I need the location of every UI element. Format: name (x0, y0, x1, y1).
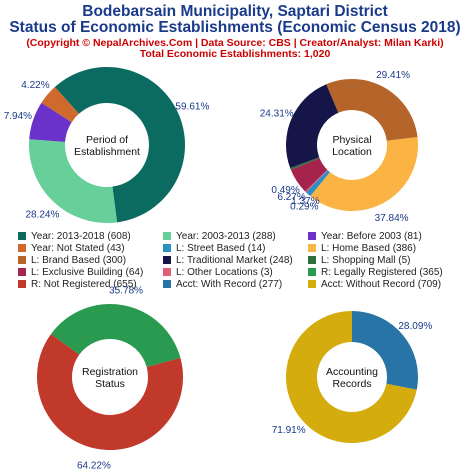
legend-item: R: Not Registered (655) (18, 279, 137, 291)
legend-item: Year: 2003-2013 (288) (163, 231, 276, 243)
legend-swatch (18, 280, 26, 288)
pie-slice (50, 304, 181, 368)
legend-label: Acct: With Record (277) (176, 279, 283, 290)
pie-slice (54, 67, 185, 223)
legend-swatch (18, 232, 26, 240)
legend-label: R: Legally Registered (365) (321, 267, 443, 278)
pie-data-label: 1.37% (291, 196, 319, 207)
legend-label: Year: Not Stated (43) (31, 243, 125, 254)
legend-swatch (163, 232, 171, 240)
pie-data-label: 28.24% (25, 209, 59, 220)
donut-hole (317, 110, 387, 180)
pie-center-title: Establishment (74, 146, 140, 158)
legend-item: Year: 2013-2018 (608) (18, 231, 131, 243)
legend-item: L: Home Based (386) (308, 243, 416, 255)
legend-swatch (163, 268, 171, 276)
legend-swatch (308, 244, 316, 252)
legend-item: Acct: With Record (277) (163, 279, 282, 291)
legend-label: L: Home Based (386) (321, 243, 417, 254)
pie-data-label: 0.29% (290, 201, 318, 212)
legend-item: Year: Not Stated (43) (18, 243, 125, 255)
total-establishments: Total Economic Establishments: 1,020 (139, 48, 331, 60)
pie-center-title: Records (332, 378, 371, 390)
legend-swatch (163, 244, 171, 252)
pie-center-title: Status (95, 378, 125, 390)
pie-slice (29, 139, 118, 223)
pie-slice (290, 158, 328, 192)
pie-slice (310, 136, 419, 212)
pie-slice (29, 102, 72, 142)
legend-item: R: Legally Registered (365) (308, 267, 443, 279)
chart-title-line2: Status of Economic Establishments (Econo… (9, 19, 461, 36)
pie-data-label: 6.27% (277, 192, 305, 203)
legend-swatch (308, 256, 316, 264)
legend-label: Year: Before 2003 (81) (321, 231, 422, 242)
copyright-note: (Copyright © NepalArchives.Com | Data So… (26, 37, 444, 49)
chart-title: Bodebarsain Municipality, Saptari Distri… (82, 3, 388, 20)
legend-swatch (18, 268, 26, 276)
legend-item: L: Exclusive Building (64) (18, 267, 143, 279)
pie-slice (286, 311, 417, 444)
legend-item: L: Traditional Market (248) (163, 255, 293, 267)
legend-label: L: Shopping Mall (5) (321, 255, 411, 266)
legend-swatch (308, 232, 316, 240)
legend-label: L: Exclusive Building (64) (31, 267, 144, 278)
pie-data-label: 24.31% (260, 108, 294, 119)
pie-data-label: 7.94% (4, 111, 32, 122)
pie-data-label: 0.49% (271, 185, 299, 196)
legend-label: R: Not Registered (655) (31, 279, 137, 290)
legend-swatch (163, 280, 171, 288)
pie-center-title: Registration (82, 366, 138, 378)
legend-label: Year: 2013-2018 (608) (31, 231, 131, 242)
pie-data-label: 28.09% (398, 321, 432, 332)
legend-swatch (163, 256, 171, 264)
pie-slice (41, 87, 79, 123)
legend-label: L: Traditional Market (248) (176, 255, 293, 266)
legend-swatch (308, 268, 316, 276)
legend-label: L: Brand Based (300) (31, 255, 127, 266)
pie-slice (306, 170, 330, 197)
legend-label: Acct: Without Record (709) (321, 279, 442, 290)
legend-label: L: Other Locations (3) (176, 267, 273, 278)
pie-center-title: Period of (86, 134, 128, 146)
legend-swatch (18, 256, 26, 264)
pie-data-label: 37.84% (375, 213, 409, 224)
pie-slice (326, 78, 418, 141)
pie-slice (285, 84, 339, 169)
legend-label: Year: 2003-2013 (288) (176, 231, 276, 242)
pie-slice (290, 157, 320, 170)
donut-hole (72, 339, 148, 415)
donut-hole (317, 342, 387, 412)
pie-slice (36, 334, 184, 450)
legend-swatch (18, 244, 26, 252)
pie-data-label: 64.22% (77, 461, 111, 470)
pie-center-title: Location (332, 146, 372, 158)
pie-slice (352, 311, 419, 390)
pie-center-title: Accounting (326, 366, 378, 378)
legend-item: L: Other Locations (3) (163, 267, 273, 279)
legend-swatch (308, 280, 316, 288)
legend-label: L: Street Based (14) (176, 243, 266, 254)
legend-item: Acct: Without Record (709) (308, 279, 441, 291)
legend-item: Year: Before 2003 (81) (308, 231, 422, 243)
legend-item: L: Brand Based (300) (18, 255, 126, 267)
pie-slice (305, 169, 328, 193)
pie-center-title: Physical (332, 134, 371, 146)
legend-item: L: Shopping Mall (5) (308, 255, 411, 267)
pie-data-label: 71.91% (272, 425, 306, 436)
pie-data-label: 4.22% (21, 80, 49, 91)
donut-hole (65, 103, 149, 187)
pie-data-label: 35.78% (109, 285, 143, 296)
legend-item: L: Street Based (14) (163, 243, 266, 255)
pie-data-label: 59.61% (175, 102, 209, 113)
pie-data-label: 29.41% (376, 70, 410, 81)
